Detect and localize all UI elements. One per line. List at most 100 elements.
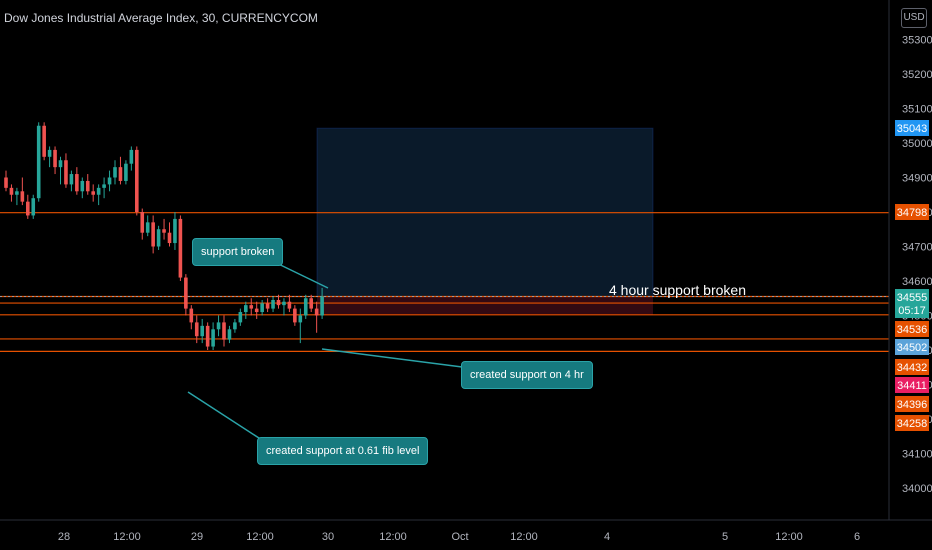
candle-body <box>260 303 264 313</box>
candle-body <box>15 191 19 195</box>
time-tick-label: 12:00 <box>775 531 803 543</box>
candle-body <box>31 198 36 216</box>
stop-zone[interactable] <box>317 296 653 315</box>
candle-body <box>80 180 85 192</box>
price-tick-label: 35100 <box>902 104 932 116</box>
candle-body <box>178 218 183 278</box>
candle-body <box>58 160 63 168</box>
price-badge <box>895 359 929 375</box>
candle-body <box>107 177 112 185</box>
price-tick-label: 35200 <box>902 69 932 81</box>
price-badge-label: 34396 <box>897 399 928 411</box>
candle-body <box>227 329 232 340</box>
candle-body <box>151 222 155 247</box>
candle-body <box>96 187 101 195</box>
candle-body <box>309 298 313 309</box>
candlestick-series <box>4 122 324 350</box>
candle-body <box>205 325 210 347</box>
price-badge-label: 34258 <box>897 418 928 430</box>
price-badge <box>895 396 929 412</box>
price-tick-label: 35000 <box>902 138 932 150</box>
candle-body <box>184 277 188 309</box>
candle-body <box>282 301 286 306</box>
candle-body <box>91 191 95 195</box>
price-badge-label: 34411 <box>897 380 927 392</box>
candle-body <box>249 305 254 309</box>
candle-body <box>162 229 166 233</box>
time-tick-label: 30 <box>322 531 334 543</box>
candle-body <box>167 232 172 244</box>
candle-body <box>314 308 319 316</box>
candle-body <box>244 305 248 313</box>
candle-body <box>298 315 303 323</box>
price-tick-label: 34900 <box>902 173 932 185</box>
currency-label[interactable]: USD <box>901 8 927 28</box>
price-badge-label: 05:17 <box>898 305 926 317</box>
time-tick-label: Oct <box>451 531 468 543</box>
candle-body <box>75 174 79 192</box>
time-tick-label: 6 <box>854 531 860 543</box>
candle-body <box>124 163 128 181</box>
candle-body <box>287 301 292 309</box>
candle-body <box>271 299 275 309</box>
chart-title: Dow Jones Industrial Average Index, 30, … <box>4 11 318 25</box>
price-badge-label: 34798 <box>897 207 928 219</box>
candle-body <box>194 322 199 337</box>
candle-body <box>320 296 324 316</box>
candle-body <box>140 212 145 233</box>
candle-body <box>189 308 194 323</box>
price-badge <box>895 339 929 355</box>
price-tick-label: 34600 <box>902 276 932 288</box>
time-tick-label: 12:00 <box>246 531 274 543</box>
price-badge-label: 34555 <box>897 292 928 304</box>
support-resistance-levels[interactable] <box>0 212 889 352</box>
candle-body <box>47 149 52 157</box>
price-badge-label: 34502 <box>897 342 928 354</box>
candle-body <box>26 201 30 216</box>
candle-body <box>20 191 25 202</box>
time-tick-label: 4 <box>604 531 610 543</box>
candle-body <box>265 303 270 309</box>
time-axis[interactable]: 28 12:00 29 12:00 30 12:00 Oct 12:00 4 5 12:00 6 <box>58 531 860 543</box>
candle-body <box>233 322 237 330</box>
time-tick-label: 29 <box>191 531 203 543</box>
candle-body <box>254 308 259 313</box>
pointer-created-support-fib <box>187 391 263 441</box>
candle-body <box>135 149 139 212</box>
time-tick-label: 12:00 <box>113 531 141 543</box>
candle-body <box>69 174 74 185</box>
candle-body <box>293 308 297 323</box>
price-badge-label: 34432 <box>897 362 928 374</box>
candle-body <box>53 149 57 168</box>
candle-body <box>216 322 221 330</box>
candle-body <box>113 167 117 178</box>
price-tick-label: 34700 <box>902 242 932 254</box>
candle-body <box>4 177 8 188</box>
long-position-tool[interactable] <box>316 127 654 315</box>
text-4hour-support-broken[interactable]: 4 hour support broken <box>609 282 746 298</box>
time-tick-label: 5 <box>722 531 728 543</box>
callout-created-support-4hr[interactable]: created support on 4 hr <box>461 361 593 389</box>
callout-support-broken[interactable]: support broken <box>192 238 284 266</box>
candle-body <box>145 222 150 233</box>
candle-body <box>276 299 281 306</box>
price-badge-label: 35043 <box>897 123 928 135</box>
price-badge <box>895 321 929 337</box>
candle-body <box>36 125 41 199</box>
price-badge-label: 34536 <box>897 324 928 336</box>
price-badge <box>895 204 929 220</box>
candle-body <box>118 167 123 181</box>
candle-body <box>200 325 204 337</box>
candle-body <box>238 312 243 323</box>
callout-created-support-fib[interactable]: created support at 0.61 fib level <box>257 437 429 465</box>
time-tick-label: 12:00 <box>379 531 407 543</box>
price-tick-label: 34100 <box>902 449 932 461</box>
candle-body <box>102 184 106 188</box>
candle-body <box>173 218 177 244</box>
price-badge <box>895 289 929 305</box>
price-tick-label: 34000 <box>902 483 932 495</box>
candle-body <box>303 298 308 316</box>
